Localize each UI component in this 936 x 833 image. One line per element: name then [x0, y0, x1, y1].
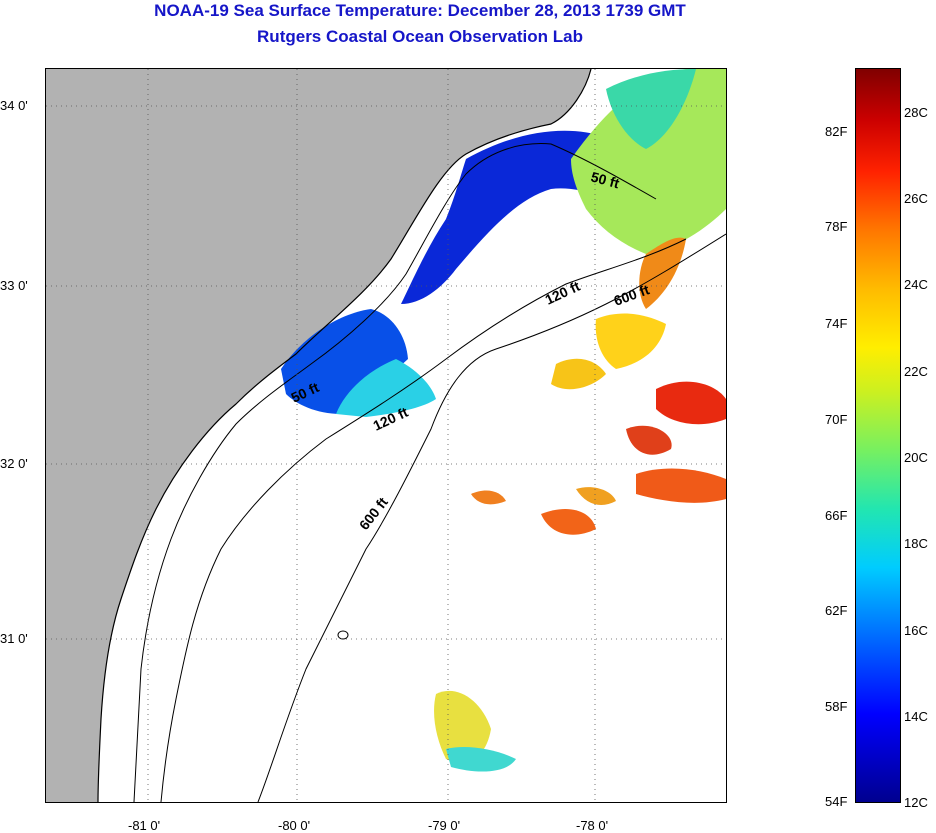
- sst-cyan-patch: [336, 359, 436, 417]
- sst-south-cyan: [446, 747, 516, 772]
- isobath-600ft: [257, 233, 726, 802]
- colorbar-label-82f: 82F: [825, 124, 848, 139]
- temperature-colorbar: [855, 68, 901, 803]
- colorbar-label-78f: 78F: [825, 219, 848, 234]
- colorbar-label-12c: 12C: [904, 795, 928, 810]
- sst-yellow-patch-2: [551, 358, 606, 390]
- sst-map-svg: 50 ft 50 ft 120 ft 120 ft 600 ft 600 ft: [46, 69, 726, 802]
- sst-yellow-patch: [595, 313, 666, 369]
- map-title: NOAA-19 Sea Surface Temperature: Decembe…: [154, 1, 686, 20]
- contour-label-120ft-north: 120 ft: [543, 278, 583, 308]
- coastline: [97, 69, 592, 802]
- lon-label-80: -80 0': [278, 818, 311, 833]
- colorbar-label-20c: 20C: [904, 450, 928, 465]
- map-subtitle: Rutgers Coastal Ocean Observation Lab: [257, 27, 583, 46]
- colorbar-label-54f: 54F: [825, 794, 848, 809]
- land-mass: [46, 69, 591, 802]
- colorbar-label-26c: 26C: [904, 191, 928, 206]
- sst-map: 50 ft 50 ft 120 ft 120 ft 600 ft 600 ft: [45, 68, 727, 803]
- lat-label-32: 32 0': [0, 456, 28, 471]
- lon-label-81: -81 0': [128, 818, 161, 833]
- contour-label-50ft-north: 50 ft: [589, 168, 621, 191]
- lat-label-33: 33 0': [0, 278, 28, 293]
- colorbar-label-62f: 62F: [825, 603, 848, 618]
- lat-label-31: 31 0': [0, 631, 28, 646]
- colorbar-label-74f: 74F: [825, 316, 848, 331]
- sst-shelf-green: [606, 69, 696, 149]
- sst-red-patch-3: [636, 468, 726, 503]
- seamount-contour: [337, 630, 349, 640]
- lat-label-34: 34 0': [0, 98, 28, 113]
- colorbar-label-18c: 18C: [904, 536, 928, 551]
- sst-cold-offshore: [281, 309, 408, 414]
- map-grid: [46, 69, 726, 802]
- lon-label-79: -79 0': [428, 818, 461, 833]
- sst-orange-patch-1: [541, 509, 596, 535]
- colorbar-label-14c: 14C: [904, 709, 928, 724]
- sst-red-patch-2: [626, 425, 672, 455]
- colorbar-label-66f: 66F: [825, 508, 848, 523]
- colorbar-label-70f: 70F: [825, 412, 848, 427]
- colorbar-label-16c: 16C: [904, 623, 928, 638]
- isobath-50ft: [133, 143, 657, 802]
- colorbar-label-58f: 58F: [825, 699, 848, 714]
- colorbar-label-24c: 24C: [904, 277, 928, 292]
- sst-shelf-north: [571, 69, 726, 254]
- lon-label-78: -78 0': [576, 818, 609, 833]
- sst-orange-patch-3: [471, 490, 506, 505]
- colorbar-label-28c: 28C: [904, 105, 928, 120]
- colorbar-label-22c: 22C: [904, 364, 928, 379]
- contour-label-600ft-south: 600 ft: [356, 494, 391, 533]
- sst-orange-patch-2: [576, 487, 616, 505]
- isobath-120ft: [160, 238, 687, 802]
- sst-red-patch-1: [656, 381, 726, 425]
